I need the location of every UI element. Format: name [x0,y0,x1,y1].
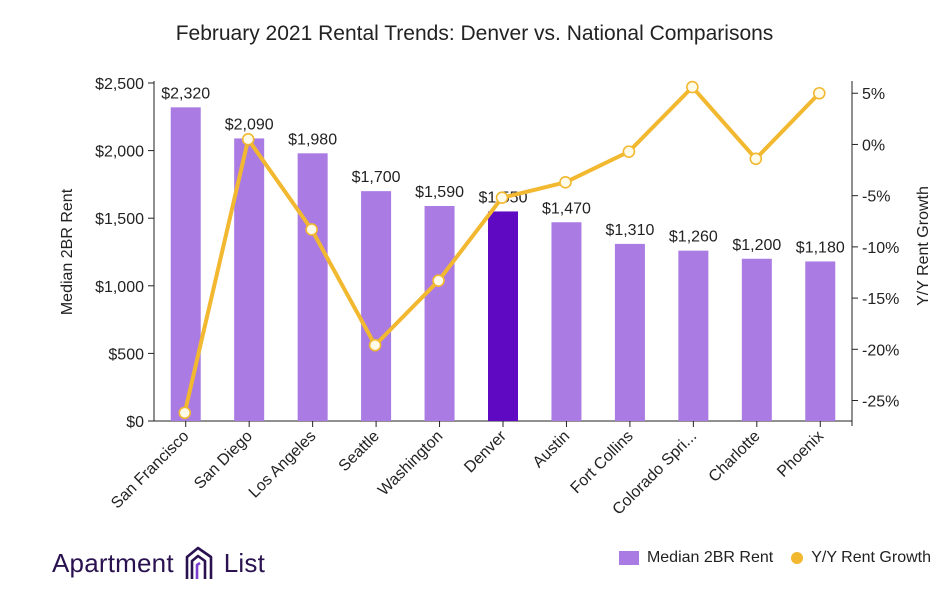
growth-point [241,133,255,146]
bar [741,258,772,421]
growth-point [432,274,445,287]
right-axis: 5% 0% -5% -10% -15% -20% -25% [851,81,899,426]
left-tick-label: $500 [108,346,144,363]
x-tick-label: Austin [530,428,573,471]
growth-point [495,191,509,205]
legend-item-growth: Y/Y Rent Growth [791,549,931,567]
bar [805,261,836,421]
x-tick-label: Seattle [336,428,383,475]
bar-value-label: $1,180 [796,239,845,256]
legend-item-rent: Median 2BR Rent [618,549,774,567]
apartment-list-logo-icon [185,546,213,579]
left-axis: $0 $500 $1,000 $1,500 $2,000 $2,500 [95,76,155,431]
left-tick-label: $1,000 [95,279,144,296]
bar [551,222,582,421]
growth-point [749,152,763,166]
legend-label-growth: Y/Y Rent Growth [811,549,931,566]
bar-value-label: $1,590 [415,184,464,201]
bars-group [170,107,836,421]
bar-value-label: $1,200 [732,237,781,254]
y2-axis-title: Y/Y Rent Growth [915,186,932,306]
bar [488,211,518,421]
x-tick-label: Charlotte [706,428,764,486]
right-tick-label: -10% [862,240,899,257]
right-tick-label: -5% [862,189,890,206]
growth-point [686,80,699,94]
growth-point [368,338,382,352]
bar-value-label: $2,090 [225,116,274,133]
x-tick-label: Fort Collins [568,428,637,497]
legend: Median 2BR Rent Y/Y Rent Growth [601,549,931,567]
logo-text-right: List [223,547,266,578]
x-tick-label: Denver [461,427,510,476]
growth-point [622,145,636,158]
bar [614,243,645,421]
right-tick-label: 5% [862,86,885,103]
right-tick-label: -15% [862,291,899,308]
bar [297,153,328,421]
x-tick-label: Los Angeles [246,428,320,502]
bar [170,107,201,421]
right-tick-label: -20% [862,342,899,359]
left-tick-label: $0 [126,414,144,431]
legend-swatch-bar [618,551,639,565]
bar-value-label: $2,320 [161,85,210,102]
x-tick-label: San Diego [191,428,256,493]
apartment-list-logo: Apartment List [52,543,265,583]
bar-value-label: $1,470 [542,200,591,217]
left-tick-label: $2,500 [95,76,144,93]
left-tick-label: $1,500 [95,211,144,228]
bar-value-label: $1,700 [352,169,401,186]
bar [361,191,392,421]
legend-label-rent: Median 2BR Rent [646,549,774,566]
growth-line-group [178,80,826,420]
bar-value-label: $1,260 [669,229,718,246]
bar [424,206,455,421]
bar-value-label: $1,310 [605,222,654,239]
right-tick-label: 0% [862,137,885,154]
logo-text-left: Apartment [52,547,174,578]
chart-title: February 2021 Rental Trends: Denver vs. … [175,22,774,45]
legend-swatch-dot [791,552,804,564]
x-tick-label: Phoenix [774,428,827,481]
x-tick-label: Washington [375,428,446,499]
left-tick-label: $2,000 [95,144,144,161]
x-tick-label: San Francisco [108,428,192,512]
growth-point [178,406,192,420]
growth-point [812,86,826,100]
bar-labels-group: $2,320$2,090$1,980$1,700$1,590$1,550$1,4… [161,85,845,256]
right-tick-label: -25% [862,394,899,411]
growth-point [559,176,572,189]
bar-value-label: $1,980 [288,131,337,148]
y-axis-title: Median 2BR Rent [59,188,76,315]
growth-point [305,223,318,236]
bar [678,250,709,421]
